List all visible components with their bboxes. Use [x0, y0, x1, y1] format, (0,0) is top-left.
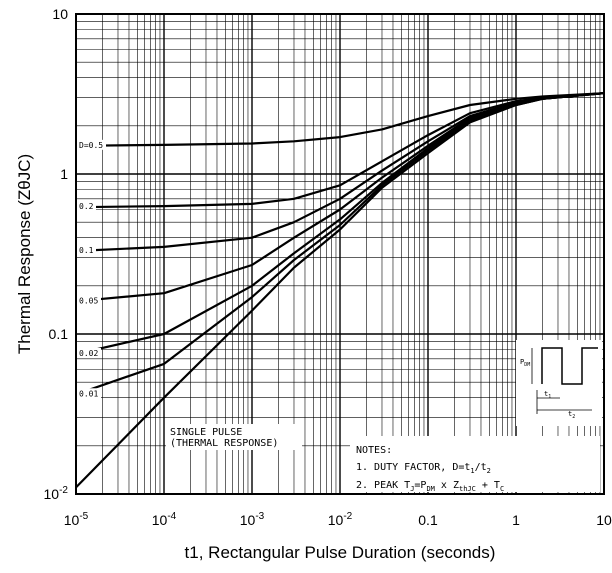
single-pulse-label-line1: SINGLE PULSE — [170, 427, 242, 438]
y-tick-label: 10 — [52, 6, 68, 22]
single-pulse-label-bg — [166, 424, 302, 450]
x-tick-label: 1 — [512, 512, 520, 528]
x-tick-label: 10 — [596, 512, 612, 528]
y-tick-label: 0.1 — [49, 326, 69, 342]
notes-box — [350, 436, 600, 492]
pulse-inset-diagram: PDM t1 t2 — [516, 340, 602, 426]
curve-label-bg — [77, 295, 101, 306]
curve-label: 0.01 — [79, 389, 98, 398]
series-line-2 — [75, 92, 605, 253]
curve-label-bg — [77, 347, 101, 358]
plot-frame — [75, 13, 605, 495]
curve-label: 0.2 — [79, 202, 94, 211]
curve-label-bg — [77, 201, 96, 212]
curve-label: D=0.5 — [79, 141, 103, 150]
pdm-label: PDM — [520, 358, 530, 368]
x-tick-label: 10-5 — [64, 511, 89, 528]
x-axis-title: t1, Rectangular Pulse Duration (seconds) — [185, 543, 496, 562]
y-axis-title: Thermal Response (ZθJC) — [15, 154, 34, 354]
t1-label: t1 — [544, 390, 551, 400]
notes-duty-factor: 1. DUTY FACTOR, D=t1/t2 — [356, 462, 491, 475]
single-pulse-label-line2: (THERMAL RESPONSE) — [170, 438, 278, 449]
curve-labels: D=0.5 0.2 0.1 0.05 0.02 0.01 — [77, 139, 106, 399]
x-tick-labels: 10-5 10-4 10-3 10-2 0.1 1 10 — [64, 511, 612, 528]
series-group — [75, 92, 605, 489]
curve-label: 0.1 — [79, 246, 94, 255]
y-tick-label: 1 — [60, 166, 68, 182]
x-tick-label: 10-2 — [328, 511, 353, 528]
curve-label-bg — [77, 388, 101, 399]
series-line-6 — [75, 92, 605, 489]
notes-peak-tj: 2. PEAK TJ=PDM x ZthJC + TC — [356, 480, 504, 493]
pulse-waveform — [541, 347, 598, 385]
x-tick-label: 10-3 — [240, 511, 265, 528]
curve-label-bg — [77, 139, 106, 150]
series-line-0 — [75, 92, 605, 147]
y-tick-label: 10-2 — [44, 485, 69, 502]
notes-heading: NOTES: — [356, 445, 392, 456]
curve-label: 0.02 — [79, 349, 98, 358]
x-tick-label: 0.1 — [418, 512, 438, 528]
curve-label-bg — [77, 245, 96, 256]
pulse-inset-bg — [516, 340, 602, 426]
x-tick-label: 10-4 — [152, 511, 177, 528]
y-tick-labels: 10-2 0.1 1 10 — [44, 6, 69, 502]
curve-label: 0.05 — [79, 296, 98, 305]
t2-label: t2 — [568, 410, 575, 420]
